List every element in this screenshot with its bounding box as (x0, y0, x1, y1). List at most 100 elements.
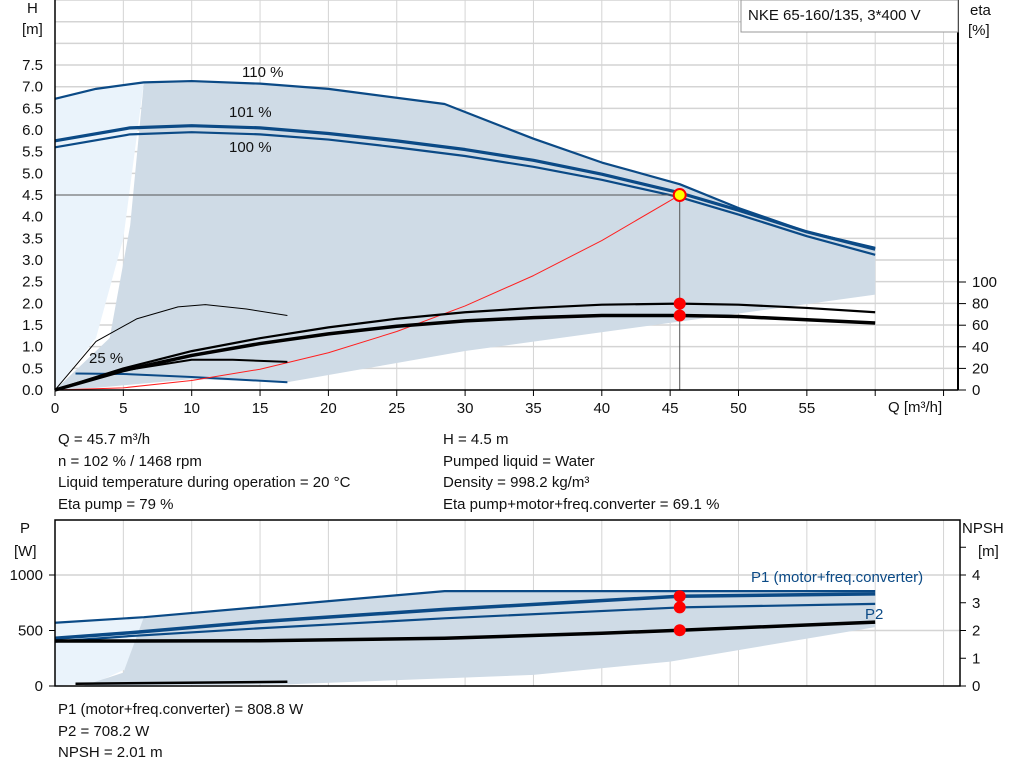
q-tick-label: 5 (119, 400, 127, 417)
h-tick-label: 0.0 (22, 382, 43, 399)
eta-curve (54, 304, 288, 391)
q-tick-label: 35 (525, 400, 542, 417)
head-curve-25 (75, 372, 288, 384)
eta-duty-point (673, 297, 686, 310)
eta-tick-label: 60 (972, 317, 989, 334)
h-tick-label: 7.0 (22, 79, 43, 96)
legend-box (740, 0, 959, 33)
head-curve-110 (54, 79, 876, 249)
p-tick-label: 1000 (10, 567, 43, 584)
q-tick-label: 45 (662, 400, 679, 417)
q-tick-label: 20 (320, 400, 337, 417)
eta-tick-label: 20 (972, 360, 989, 377)
bottom-chart-axes: 0 500 1000 0 1 2 3 4 (10, 519, 980, 695)
npsh-axis-label: NPSH (962, 520, 1004, 537)
h-tick-label: 2.5 (22, 274, 43, 291)
chart-title: NKE 65-160/135, 3*400 V (748, 7, 921, 24)
bottom-chart-series (54, 589, 876, 686)
power-curve-P1110 (54, 589, 876, 624)
eta-tick-label: 80 (972, 296, 989, 313)
h-tick-label: 2.0 (22, 295, 43, 312)
q-tick-label: 30 (457, 400, 474, 417)
q-tick-label: 40 (593, 400, 610, 417)
q-tick-label: 10 (183, 400, 200, 417)
system-curve (54, 194, 680, 391)
h-tick-label: 6.0 (22, 122, 43, 139)
curve-label-101: 101 % (229, 104, 272, 121)
operating-area (55, 81, 876, 390)
head-curve-100 (54, 131, 876, 256)
eta-curve (54, 302, 876, 392)
q-tick-label: 50 (730, 400, 747, 417)
power-curve-P1motorfreqconverter (54, 592, 876, 641)
info-flow: Q = 45.7 m³/h (58, 431, 151, 448)
h-tick-label: 0.5 (22, 360, 43, 377)
curve-label-p1: P1 (motor+freq.converter) (751, 569, 923, 586)
npsh-duty-point (673, 624, 686, 637)
eta-axis-unit: [%] (968, 22, 990, 39)
eta-tick-label: 0 (972, 382, 980, 399)
curve-label-100: 100 % (229, 139, 272, 156)
power-curve-P25 (75, 680, 288, 686)
info-bottom: P1 (motor+freq.converter) = 808.8 W P2 =… (58, 699, 303, 764)
h-tick-label: 3.0 (22, 252, 43, 269)
curve-label-110: 110 % (242, 64, 283, 81)
npsh-tick-label: 3 (972, 595, 980, 612)
info-eta-pump: Eta pump = 79 % (58, 495, 174, 513)
h-tick-label: 5.0 (22, 165, 43, 182)
low-flow-area (55, 82, 144, 391)
duty-point (672, 188, 687, 203)
q-tick-label: 25 (388, 400, 405, 417)
npsh-tick-label: 1 (972, 650, 980, 667)
info-top-left: Q = 45.7 m³/h n = 102 % / 1468 rpm Liqui… (58, 429, 350, 515)
eta-duty-point (673, 309, 686, 322)
info-liquid-temp: Liquid temperature during operation = 20… (58, 474, 351, 491)
h-tick-label: 5.5 (22, 144, 43, 161)
h-tick-label: 4.0 (22, 209, 43, 226)
power-curve-P2 (54, 602, 876, 643)
info-p1: P1 (motor+freq.converter) = 808.8 W (58, 701, 304, 718)
npsh-tick-label: 4 (972, 567, 980, 584)
h-tick-label: 7.5 (22, 57, 43, 74)
npsh-tick-label: 2 (972, 623, 980, 640)
q-axis-label: Q [m³/h] (888, 399, 942, 416)
q-tick-label: 15 (252, 400, 269, 417)
h-tick-label: 4.5 (22, 187, 43, 204)
eta-curve (54, 313, 876, 392)
q-tick-label: 0 (51, 400, 59, 417)
info-speed: n = 102 % / 1468 rpm (58, 452, 202, 470)
info-npsh: NPSH = 2.01 m (58, 744, 163, 761)
eta-axis-label: eta (970, 2, 992, 19)
eta-tick-label: 100 (972, 274, 997, 291)
info-head: H = 4.5 m (443, 431, 509, 448)
h-tick-label: 3.5 (22, 230, 43, 247)
top-chart-axes: 0 5 10 15 20 25 30 35 40 45 50 55 0.0 0.5 1.0 1.5 2.0 2.5… (22, 0, 997, 417)
head-curve-101 (54, 124, 876, 251)
info-pumped-liquid: Pumped liquid = Water (443, 452, 595, 470)
curve-label-25: 25 % (89, 350, 123, 367)
info-p2: P2 = 708.2 W (58, 722, 150, 740)
h-axis-label: H (27, 0, 38, 17)
npsh-tick-label: 0 (972, 678, 980, 695)
h-tick-label: 1.0 (22, 339, 43, 356)
h-tick-label: 6.5 (22, 100, 43, 117)
curve-label-p2: P2 (865, 606, 883, 623)
info-eta-total: Eta pump+motor+freq.converter = 69.1 % (443, 495, 720, 513)
info-top-right: H = 4.5 m Pumped liquid = Water Density … (443, 429, 719, 515)
p-axis-label: P (20, 520, 30, 537)
p1-duty-point (673, 590, 686, 603)
h-tick-label: 1.5 (22, 317, 43, 334)
info-density: Density = 998.2 kg/m³ (443, 474, 590, 491)
eta-curve (54, 358, 288, 391)
top-chart-operating-areas (55, 81, 876, 391)
npsh-axis-unit: [m] (978, 543, 999, 560)
q-tick-label: 55 (799, 400, 816, 417)
p-tick-label: 500 (18, 623, 43, 640)
top-chart-series (54, 79, 876, 392)
p-axis-unit: [W] (14, 543, 37, 560)
eta-tick-label: 40 (972, 339, 989, 356)
h-axis-unit: [m] (22, 21, 43, 38)
p-tick-label: 0 (35, 678, 43, 695)
p2-duty-point (673, 601, 686, 614)
